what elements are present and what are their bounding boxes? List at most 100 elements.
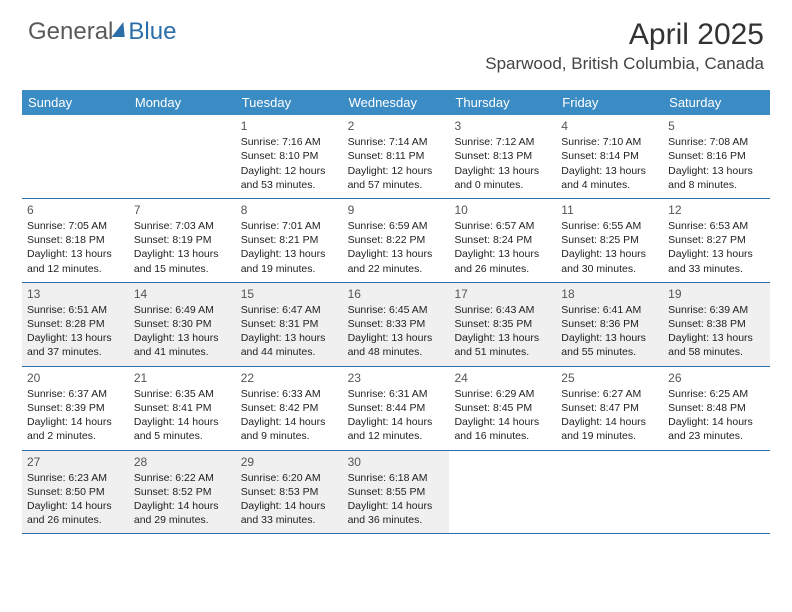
day-headers-row: SundayMondayTuesdayWednesdayThursdayFrid… [22,90,770,115]
daylight-text: Daylight: 14 hours and 2 minutes. [27,415,124,443]
day-number: 22 [241,370,338,386]
sunrise-text: Sunrise: 6:41 AM [561,303,658,317]
week-row: 6Sunrise: 7:05 AMSunset: 8:18 PM Daylight… [22,199,770,283]
location: Sparwood, British Columbia, Canada [485,54,764,74]
day-number: 16 [348,286,445,302]
daylight-text: Daylight: 13 hours and 48 minutes. [348,331,445,359]
daylight-text: Daylight: 12 hours and 53 minutes. [241,164,338,192]
day-number: 5 [668,118,765,134]
day-number: 1 [241,118,338,134]
calendar-cell: 21Sunrise: 6:35 AMSunset: 8:41 PMDayligh… [129,367,236,450]
day-header: Sunday [22,90,129,115]
sunset-text: Sunset: 8:44 PM [348,401,445,415]
calendar-weeks: 1Sunrise: 7:16 AMSunset: 8:10 PMDaylight… [22,115,770,534]
calendar-cell: 7Sunrise: 7:03 AMSunset: 8:19 PMDaylight… [129,199,236,282]
day-number: 19 [668,286,765,302]
daylight-text: Daylight: 13 hours and 8 minutes. [668,164,765,192]
daylight-text: Daylight: 14 hours and 12 minutes. [348,415,445,443]
logo-triangle-icon [112,22,128,37]
daylight-text: Daylight: 13 hours and 19 minutes. [241,247,338,275]
daylight-text: Daylight: 13 hours and 44 minutes. [241,331,338,359]
day-number: 18 [561,286,658,302]
daylight-text: Daylight: 13 hours and 30 minutes. [561,247,658,275]
day-number: 30 [348,454,445,470]
sunrise-text: Sunrise: 6:23 AM [27,471,124,485]
sunset-text: Sunset: 8:24 PM [454,233,551,247]
day-header: Saturday [663,90,770,115]
sunset-text: Sunset: 8:10 PM [241,149,338,163]
calendar-cell: 11Sunrise: 6:55 AMSunset: 8:25 PMDayligh… [556,199,663,282]
day-number: 7 [134,202,231,218]
calendar-cell: 30Sunrise: 6:18 AMSunset: 8:55 PMDayligh… [343,451,450,534]
day-header: Wednesday [343,90,450,115]
calendar-cell: 18Sunrise: 6:41 AMSunset: 8:36 PMDayligh… [556,283,663,366]
sunrise-text: Sunrise: 7:05 AM [27,219,124,233]
daylight-text: Daylight: 14 hours and 9 minutes. [241,415,338,443]
calendar-cell: 10Sunrise: 6:57 AMSunset: 8:24 PMDayligh… [449,199,556,282]
day-number: 6 [27,202,124,218]
sunrise-text: Sunrise: 6:33 AM [241,387,338,401]
daylight-text: Daylight: 14 hours and 16 minutes. [454,415,551,443]
calendar-cell: 6Sunrise: 7:05 AMSunset: 8:18 PMDaylight… [22,199,129,282]
daylight-text: Daylight: 13 hours and 0 minutes. [454,164,551,192]
sunset-text: Sunset: 8:14 PM [561,149,658,163]
day-number: 27 [27,454,124,470]
calendar-cell [449,451,556,534]
sunrise-text: Sunrise: 6:25 AM [668,387,765,401]
daylight-text: Daylight: 14 hours and 36 minutes. [348,499,445,527]
day-number: 21 [134,370,231,386]
day-number: 29 [241,454,338,470]
daylight-text: Daylight: 13 hours and 33 minutes. [668,247,765,275]
sunset-text: Sunset: 8:52 PM [134,485,231,499]
calendar-cell [663,451,770,534]
calendar-cell [22,115,129,198]
calendar-cell: 13Sunrise: 6:51 AMSunset: 8:28 PMDayligh… [22,283,129,366]
sunset-text: Sunset: 8:27 PM [668,233,765,247]
daylight-text: Daylight: 14 hours and 5 minutes. [134,415,231,443]
sunset-text: Sunset: 8:19 PM [134,233,231,247]
sunrise-text: Sunrise: 6:57 AM [454,219,551,233]
sunset-text: Sunset: 8:33 PM [348,317,445,331]
sunset-text: Sunset: 8:18 PM [27,233,124,247]
sunset-text: Sunset: 8:48 PM [668,401,765,415]
sunset-text: Sunset: 8:41 PM [134,401,231,415]
day-header: Friday [556,90,663,115]
daylight-text: Daylight: 13 hours and 37 minutes. [27,331,124,359]
month-title: April 2025 [485,18,764,52]
calendar-cell: 3Sunrise: 7:12 AMSunset: 8:13 PMDaylight… [449,115,556,198]
day-number: 8 [241,202,338,218]
day-number: 4 [561,118,658,134]
calendar-cell: 24Sunrise: 6:29 AMSunset: 8:45 PMDayligh… [449,367,556,450]
sunset-text: Sunset: 8:47 PM [561,401,658,415]
day-number: 23 [348,370,445,386]
day-header: Thursday [449,90,556,115]
calendar-cell: 9Sunrise: 6:59 AMSunset: 8:22 PMDaylight… [343,199,450,282]
daylight-text: Daylight: 13 hours and 41 minutes. [134,331,231,359]
sunrise-text: Sunrise: 7:14 AM [348,135,445,149]
sunset-text: Sunset: 8:36 PM [561,317,658,331]
day-number: 12 [668,202,765,218]
logo-text-blue: Blue [128,18,176,46]
day-number: 20 [27,370,124,386]
sunset-text: Sunset: 8:21 PM [241,233,338,247]
calendar-cell: 17Sunrise: 6:43 AMSunset: 8:35 PMDayligh… [449,283,556,366]
daylight-text: Daylight: 13 hours and 26 minutes. [454,247,551,275]
sunrise-text: Sunrise: 6:29 AM [454,387,551,401]
week-row: 1Sunrise: 7:16 AMSunset: 8:10 PMDaylight… [22,115,770,199]
sunrise-text: Sunrise: 6:55 AM [561,219,658,233]
sunset-text: Sunset: 8:39 PM [27,401,124,415]
calendar: SundayMondayTuesdayWednesdayThursdayFrid… [22,90,770,534]
sunset-text: Sunset: 8:38 PM [668,317,765,331]
sunrise-text: Sunrise: 7:12 AM [454,135,551,149]
sunset-text: Sunset: 8:55 PM [348,485,445,499]
calendar-cell: 16Sunrise: 6:45 AMSunset: 8:33 PMDayligh… [343,283,450,366]
calendar-cell: 15Sunrise: 6:47 AMSunset: 8:31 PMDayligh… [236,283,343,366]
day-number: 24 [454,370,551,386]
calendar-cell: 14Sunrise: 6:49 AMSunset: 8:30 PMDayligh… [129,283,236,366]
calendar-cell [556,451,663,534]
day-number: 28 [134,454,231,470]
sunrise-text: Sunrise: 6:20 AM [241,471,338,485]
sunset-text: Sunset: 8:25 PM [561,233,658,247]
day-number: 11 [561,202,658,218]
day-number: 15 [241,286,338,302]
